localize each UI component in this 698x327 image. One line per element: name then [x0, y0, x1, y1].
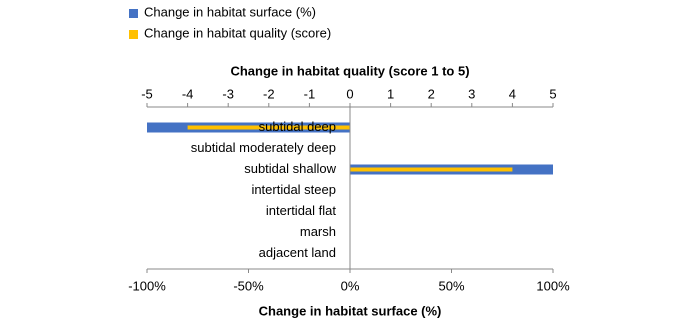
x2-tick-label: -2 [263, 86, 275, 101]
x-tick-label: 100% [536, 278, 570, 293]
x-tick-label: 50% [438, 278, 464, 293]
x-tick-label: 0% [341, 278, 360, 293]
category-label: subtidal shallow [244, 161, 336, 176]
category-label: subtidal moderately deep [191, 140, 336, 155]
legend-swatch [129, 30, 138, 39]
x2-tick-label: -4 [182, 86, 194, 101]
category-label: intertidal flat [266, 203, 336, 218]
category-label: marsh [300, 224, 336, 239]
x2-axis-title: Change in habitat quality (score 1 to 5) [230, 63, 469, 78]
x-tick-label: -50% [233, 278, 264, 293]
legend-label: Change in habitat quality (score) [144, 25, 331, 40]
x-tick-label: -100% [128, 278, 166, 293]
x2-tick-label: 2 [428, 86, 435, 101]
x2-tick-label: 5 [549, 86, 556, 101]
x2-tick-label: 3 [468, 86, 475, 101]
x2-tick-label: -1 [304, 86, 316, 101]
x2-tick-label: -5 [141, 86, 153, 101]
x2-tick-label: 0 [346, 86, 353, 101]
legend-swatch [129, 9, 138, 18]
x-axis-title: Change in habitat surface (%) [259, 303, 442, 318]
x2-tick-label: 4 [509, 86, 516, 101]
legend-label: Change in habitat surface (%) [144, 4, 316, 19]
x2-tick-label: 1 [387, 86, 394, 101]
bar [187, 125, 350, 130]
category-label: adjacent land [259, 245, 336, 260]
bar [350, 167, 513, 172]
category-label: subtidal deep [259, 119, 336, 134]
category-label: intertidal steep [251, 182, 336, 197]
x2-tick-label: -3 [222, 86, 234, 101]
